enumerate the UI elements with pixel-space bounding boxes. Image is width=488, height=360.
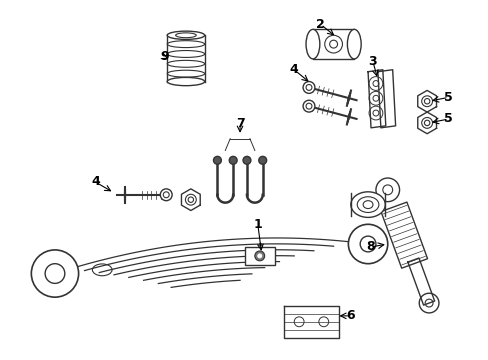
- Polygon shape: [284, 306, 338, 338]
- Circle shape: [213, 156, 221, 164]
- Polygon shape: [380, 202, 427, 268]
- Text: 7: 7: [235, 117, 244, 130]
- Text: 8: 8: [366, 240, 375, 253]
- Circle shape: [303, 82, 314, 93]
- Polygon shape: [377, 70, 395, 128]
- Ellipse shape: [305, 30, 319, 59]
- Text: 5: 5: [444, 112, 452, 125]
- Polygon shape: [367, 70, 385, 128]
- Ellipse shape: [167, 31, 204, 39]
- Circle shape: [347, 224, 387, 264]
- Text: 6: 6: [346, 309, 354, 322]
- Text: 4: 4: [91, 175, 100, 189]
- Polygon shape: [407, 258, 434, 305]
- Text: 2: 2: [316, 18, 325, 31]
- Circle shape: [160, 189, 172, 201]
- Ellipse shape: [346, 30, 361, 59]
- Circle shape: [258, 156, 266, 164]
- Circle shape: [375, 178, 399, 202]
- Ellipse shape: [167, 77, 204, 86]
- Text: 1: 1: [253, 218, 262, 231]
- Bar: [244, 247, 274, 265]
- Circle shape: [418, 293, 438, 313]
- Polygon shape: [417, 90, 436, 112]
- Circle shape: [243, 156, 250, 164]
- Polygon shape: [417, 112, 436, 134]
- Text: 4: 4: [289, 63, 298, 76]
- Circle shape: [229, 156, 237, 164]
- Ellipse shape: [175, 33, 196, 38]
- Bar: [312, 30, 353, 59]
- Circle shape: [254, 251, 264, 261]
- Polygon shape: [181, 189, 200, 211]
- Text: 9: 9: [160, 50, 168, 63]
- Text: 3: 3: [368, 55, 377, 68]
- Circle shape: [31, 250, 79, 297]
- Ellipse shape: [350, 192, 385, 217]
- Circle shape: [303, 100, 314, 112]
- Ellipse shape: [357, 197, 378, 212]
- Text: 5: 5: [444, 91, 452, 104]
- Circle shape: [257, 254, 261, 258]
